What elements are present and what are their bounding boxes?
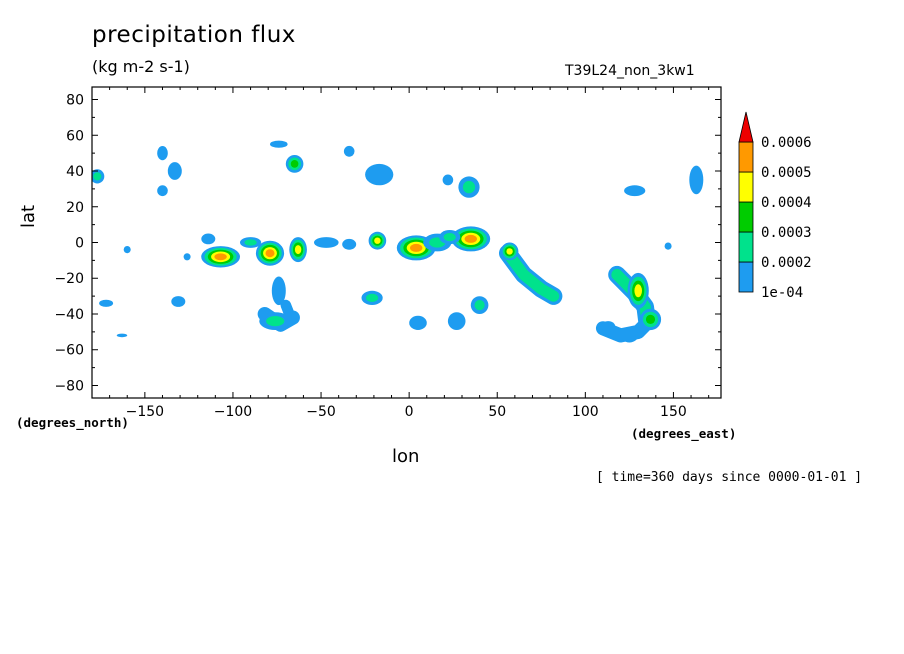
- precip-blob-14-level-0: [314, 237, 339, 248]
- colorbar-max-triangle: [738, 111, 754, 143]
- y-tick-label: −60: [54, 343, 84, 359]
- precipitation-field: [92, 140, 704, 343]
- x-tick-label: 50: [488, 404, 506, 420]
- x-tick-label: 0: [405, 404, 414, 420]
- precip-blob-24-level-1: [462, 180, 476, 194]
- y-axis: 80 60 40 20 0 −20 −40 −60 −80: [54, 93, 721, 394]
- precip-blob-37-level-0: [99, 299, 114, 307]
- precip-blob-31-level-0: [689, 165, 704, 195]
- precip-blob-19-level-1: [366, 293, 379, 302]
- x-axis: −150 −100 −50 0 50 100 150: [91, 87, 710, 420]
- colorbar: 1e-04 0.0002 0.0003 0.0004 0.0005 0.0006: [738, 111, 812, 301]
- precip-blob-1-level-0: [123, 246, 131, 254]
- colorbar-label: 0.0003: [761, 225, 812, 241]
- y-tick-label: 0: [75, 236, 84, 252]
- precip-blob-23-level-1: [443, 233, 456, 242]
- precip-blob-15-level-0: [342, 238, 357, 250]
- precip-blob-26-level-3: [506, 248, 513, 255]
- colorbar-label: 0.0004: [761, 195, 812, 211]
- y-tick-label: 40: [66, 164, 84, 180]
- precip-blob-4-level-0: [157, 185, 168, 197]
- y-tick-label: −20: [54, 271, 84, 287]
- run-label: T39L24_non_3kw1: [565, 63, 695, 79]
- time-label: [ time=360 days since 0000-01-01 ]: [596, 470, 863, 485]
- colorbar-label: 1e-04: [761, 285, 803, 301]
- precip-blob-11-level-0: [270, 140, 288, 148]
- y-tick-label: −80: [54, 378, 84, 394]
- x-tick-label: −50: [306, 404, 336, 420]
- y-tick-label: 60: [66, 128, 84, 144]
- precip-blob-10-level-2: [290, 160, 299, 168]
- precip-blob-18-level-0: [365, 163, 394, 186]
- precip-blob-0-level-1: [93, 172, 102, 181]
- precip-blob-25-level-0: [442, 174, 454, 186]
- precip-blob-3-level-0: [167, 162, 182, 180]
- x-axis-units: (degrees_east): [631, 426, 737, 441]
- precip-blob-36-level-0: [664, 242, 672, 250]
- precip-band-4-level-0: [280, 299, 295, 320]
- precip-blob-16-level-3: [374, 237, 381, 244]
- precip-blob-20-level-4: [410, 243, 423, 252]
- precip-blob-38-level-0: [116, 333, 128, 338]
- x-tick-label: 150: [660, 404, 687, 420]
- precip-blob-6-level-4: [214, 253, 227, 261]
- precip-blob-2-level-0: [157, 146, 168, 161]
- precip-blob-39-level-0: [171, 296, 186, 307]
- colorbar-swatch-4: [738, 141, 754, 173]
- y-tick-label: 80: [66, 93, 84, 109]
- precip-blob-8-level-4: [265, 249, 275, 258]
- precip-blob-29-level-1: [474, 300, 485, 311]
- precip-blob-22-level-4: [464, 234, 477, 243]
- precip-blob-13-level-1: [266, 316, 285, 327]
- precip-blob-30-level-0: [624, 185, 646, 197]
- colorbar-swatch-2: [738, 201, 754, 233]
- precip-blob-40-level-0: [183, 253, 191, 261]
- colorbar-label: 0.0006: [761, 135, 812, 151]
- colorbar-label: 0.0002: [761, 255, 812, 271]
- precip-blob-33-level-2: [645, 314, 656, 324]
- precip-blob-35-level-0: [601, 321, 616, 332]
- precip-blob-28-level-0: [447, 312, 466, 330]
- precip-blob-12-level-0: [271, 276, 286, 306]
- y-tick-label: −40: [54, 307, 84, 323]
- colorbar-swatch-0: [738, 261, 754, 293]
- y-axis-units: (degrees_north): [16, 415, 129, 430]
- y-tick-label: 20: [66, 200, 84, 216]
- precip-blob-17-level-0: [343, 145, 355, 157]
- precip-blob-32-level-3: [634, 284, 642, 298]
- colorbar-swatch-1: [738, 231, 754, 263]
- x-axis-label: lon: [392, 446, 420, 467]
- x-tick-label: 100: [572, 404, 599, 420]
- precip-blob-34-level-0: [620, 328, 639, 343]
- colorbar-label: 0.0005: [761, 165, 812, 181]
- colorbar-swatch-3: [738, 171, 754, 203]
- precip-blob-9-level-3: [294, 245, 302, 255]
- x-tick-label: −150: [126, 404, 164, 420]
- chart-title: precipitation flux: [92, 22, 296, 48]
- chart-subtitle: (kg m-2 s-1): [92, 57, 190, 76]
- precip-blob-7-level-1: [244, 239, 257, 246]
- precip-blob-27-level-0: [409, 315, 427, 330]
- precip-band-0-level-1: [502, 247, 560, 302]
- precip-blob-5-level-0: [201, 233, 216, 245]
- x-tick-label: −100: [214, 404, 252, 420]
